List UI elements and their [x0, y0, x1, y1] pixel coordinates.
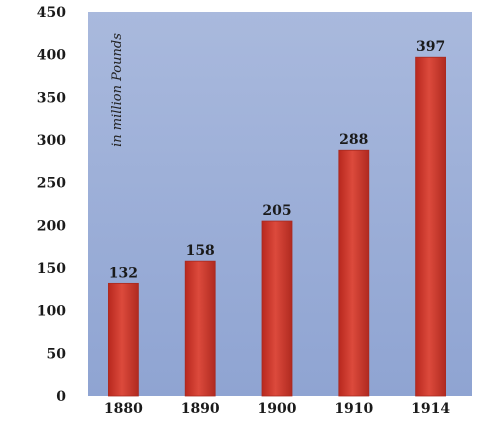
x-tick-label: 1880 — [104, 401, 143, 417]
data-labels: 132 158 205 288 397 — [109, 39, 445, 281]
y-tick-label: 0 — [56, 389, 66, 405]
bar — [338, 149, 370, 397]
y-axis-ticks: 0 50 100 150 200 250 300 350 400 450 — [37, 5, 66, 405]
y-tick-label: 450 — [37, 5, 66, 21]
x-tick-label: 1910 — [334, 401, 373, 417]
y-tick-label: 200 — [37, 218, 66, 234]
y-axis-label: in million Pounds — [110, 33, 125, 147]
bar — [184, 260, 216, 397]
x-tick-label: 1914 — [411, 401, 450, 417]
x-tick-label: 1900 — [258, 401, 297, 417]
data-label: 158 — [186, 243, 215, 259]
y-tick-label: 150 — [37, 261, 66, 277]
data-label: 132 — [109, 265, 138, 281]
bars — [108, 56, 447, 397]
bar — [108, 282, 139, 397]
y-tick-label: 300 — [37, 133, 66, 149]
bar — [415, 56, 447, 397]
x-tick-label: 1890 — [181, 401, 220, 417]
data-label: 397 — [416, 39, 445, 55]
y-tick-label: 50 — [47, 346, 67, 362]
y-tick-label: 100 — [37, 304, 66, 320]
y-tick-label: 250 — [37, 176, 66, 192]
data-label: 205 — [262, 203, 291, 219]
bar — [261, 220, 293, 397]
x-axis-ticks: 1880 1890 1900 1910 1914 — [104, 401, 450, 417]
y-tick-label: 400 — [37, 48, 66, 64]
data-label: 288 — [339, 132, 368, 148]
y-tick-label: 350 — [37, 90, 66, 106]
